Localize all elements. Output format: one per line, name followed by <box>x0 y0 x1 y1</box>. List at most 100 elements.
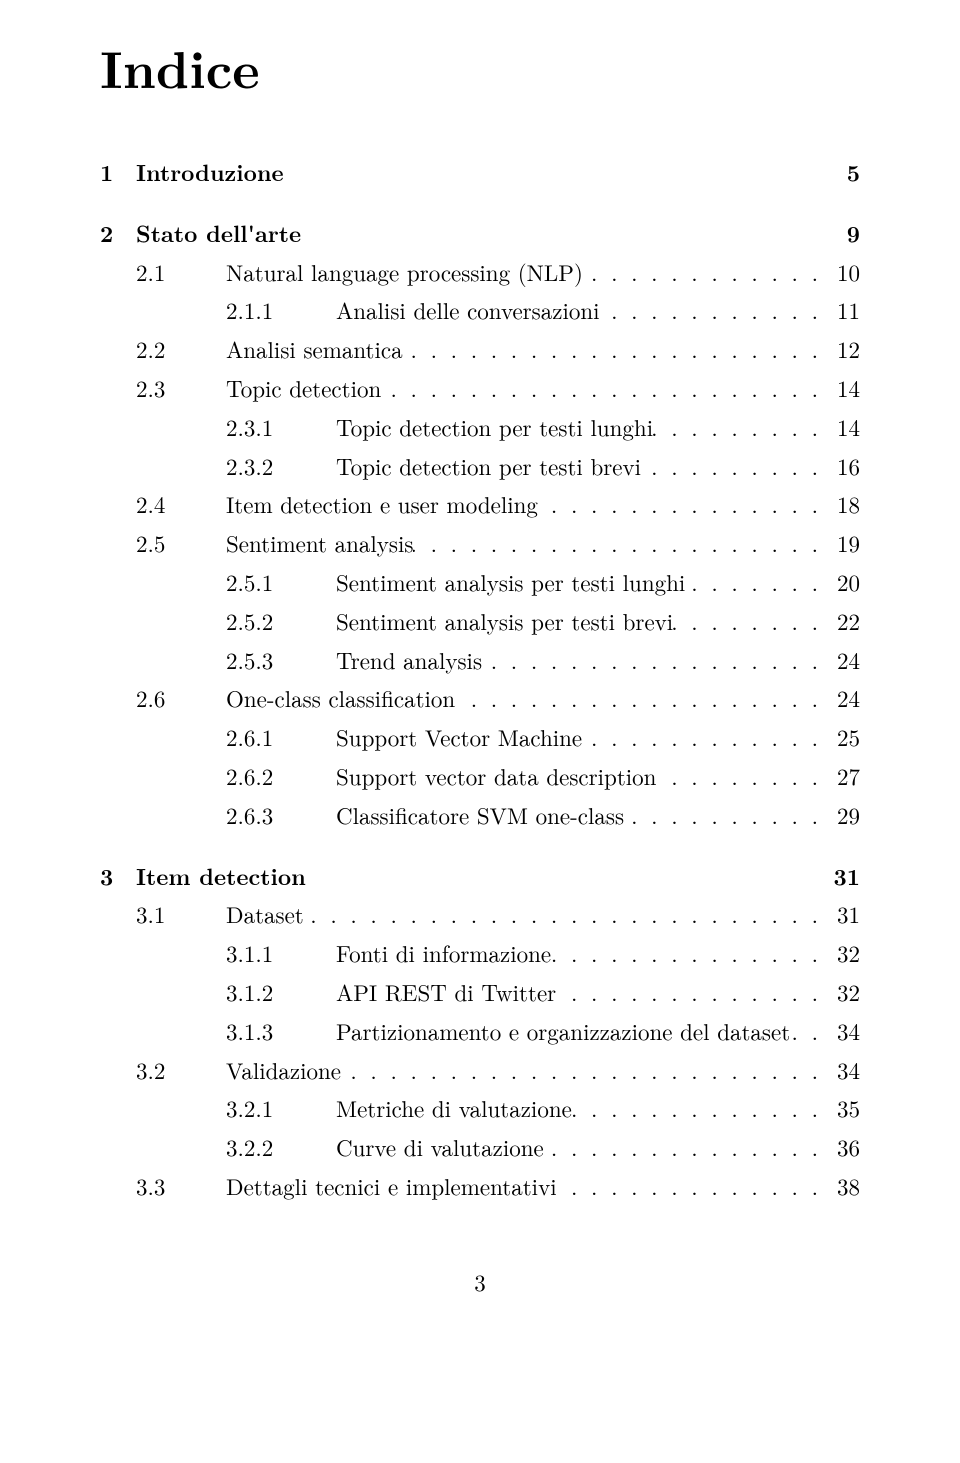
toc-entry: 2.6.1Support Vector Machine 25 <box>100 719 860 756</box>
toc-entry-page: 12 <box>822 331 860 368</box>
toc-entry: 3.2.1Metriche di valutazione 35 <box>100 1090 860 1127</box>
toc-entry-label: Analisi delle conversazioni <box>336 292 600 329</box>
toc-entry-page: 35 <box>822 1090 860 1127</box>
toc-leader-dots <box>455 680 822 717</box>
toc-entry: 2Stato dell'arte9 <box>100 215 860 252</box>
toc-entry: 2.4Item detection e user modeling18 <box>100 486 860 523</box>
toc-entry-number: 2.1 <box>136 254 226 291</box>
toc-entry-label: Sentiment analysis <box>226 525 413 562</box>
toc-entry-page: 14 <box>822 370 860 407</box>
toc-entry-page: 25 <box>822 719 860 756</box>
toc-entry-page: 24 <box>822 642 860 679</box>
toc-entry-label: Topic detection per testi lunghi <box>336 409 653 446</box>
toc-entry: 2.6.3Classificatore SVM one-class29 <box>100 797 860 834</box>
toc-entry-page: 36 <box>822 1129 860 1166</box>
toc-entry-label: One-class classification <box>226 680 455 717</box>
toc-entry-number: 3.1.2 <box>226 974 336 1011</box>
toc-leader-dots <box>556 974 822 1011</box>
toc-entry: 2.5.1Sentiment analysis per testi lunghi… <box>100 564 860 601</box>
toc-leader-dots <box>790 1013 822 1050</box>
toc-entry-page: 34 <box>822 1052 860 1089</box>
toc-entry-number: 2.3.1 <box>226 409 336 446</box>
toc-entry-number: 3.2.2 <box>226 1129 336 1166</box>
toc-entry-label: API REST di Twitter <box>336 974 556 1011</box>
toc-entry-number: 2.6.3 <box>226 797 336 834</box>
toc-entry-number: 2.5.2 <box>226 603 336 640</box>
toc-entry-label: Support Vector Machine <box>336 719 582 756</box>
toc-entry-page: 34 <box>822 1013 860 1050</box>
toc-entry-number: 3.1 <box>136 896 226 933</box>
toc-entry-number: 2.3 <box>136 370 226 407</box>
toc-entry-label: Fonti di informazione <box>336 935 551 972</box>
toc-entry-page: 38 <box>822 1168 860 1205</box>
toc-leader-dots <box>301 215 822 252</box>
toc-leader-dots <box>572 1090 822 1127</box>
toc-entry: 3.1.3Partizionamento e organizzazione de… <box>100 1013 860 1050</box>
toc-leader-dots <box>381 370 822 407</box>
page-title: Indice <box>100 30 860 104</box>
toc-entry-number: 3.3 <box>136 1168 226 1205</box>
toc-entry: 2.2Analisi semantica12 <box>100 331 860 368</box>
toc-entry: 3Item detection31 <box>100 858 860 895</box>
toc-entry-page: 31 <box>822 896 860 933</box>
toc-entry-page: 11 <box>822 292 860 329</box>
toc-entry-number: 2.6.1 <box>226 719 336 756</box>
toc-entry-page: 16 <box>822 448 860 485</box>
toc-entry-label: Dettagli tecnici e implementativi <box>226 1168 557 1205</box>
table-of-contents: 1Introduzione52Stato dell'arte92.1Natura… <box>100 154 860 1205</box>
toc-entry: 2.1Natural language processing (NLP) 10 <box>100 254 860 291</box>
toc-entry: 3.3Dettagli tecnici e implementativi 38 <box>100 1168 860 1205</box>
toc-entry-number: 3 <box>100 858 136 895</box>
toc-entry-page: 18 <box>822 486 860 523</box>
toc-entry-page: 9 <box>822 215 860 252</box>
toc-leader-dots <box>551 935 822 972</box>
toc-entry: 3.1.1Fonti di informazione32 <box>100 935 860 972</box>
toc-leader-dots <box>582 719 822 756</box>
toc-entry-number: 2.5.3 <box>226 642 336 679</box>
toc-leader-dots <box>656 758 822 795</box>
toc-entry-page: 32 <box>822 974 860 1011</box>
toc-entry-number: 2.6 <box>136 680 226 717</box>
toc-entry-label: Topic detection <box>226 370 381 407</box>
toc-entry: 2.6.2Support vector data description 27 <box>100 758 860 795</box>
toc-entry-page: 19 <box>822 525 860 562</box>
toc-entry-number: 3.2.1 <box>226 1090 336 1127</box>
toc-entry-label: Curve di valutazione <box>336 1129 544 1166</box>
toc-entry-label: Introduzione <box>136 154 284 191</box>
toc-leader-dots <box>341 1052 822 1089</box>
toc-entry-page: 10 <box>822 254 860 291</box>
toc-entry: 3.1.2API REST di Twitter 32 <box>100 974 860 1011</box>
toc-entry-label: Natural language processing (NLP) <box>226 254 583 291</box>
toc-leader-dots <box>544 1129 822 1166</box>
toc-entry-number: 1 <box>100 154 136 191</box>
toc-entry-label: Item detection e user modeling <box>226 486 538 523</box>
toc-entry: 2.5.3Trend analysis 24 <box>100 642 860 679</box>
toc-entry-number: 2.2 <box>136 331 226 368</box>
toc-entry-number: 3.2 <box>136 1052 226 1089</box>
toc-entry-page: 22 <box>822 603 860 640</box>
toc-leader-dots <box>538 486 822 523</box>
toc-entry: 3.2.2Curve di valutazione 36 <box>100 1129 860 1166</box>
toc-entry-label: Support vector data description <box>336 758 656 795</box>
toc-entry: 2.3.2Topic detection per testi brevi16 <box>100 448 860 485</box>
toc-leader-dots <box>673 603 822 640</box>
toc-entry-page: 24 <box>822 680 860 717</box>
toc-leader-dots <box>641 448 822 485</box>
toc-entry: 3.2Validazione34 <box>100 1052 860 1089</box>
toc-entry: 2.3.1Topic detection per testi lunghi14 <box>100 409 860 446</box>
toc-entry-label: Metriche di valutazione <box>336 1090 572 1127</box>
toc-leader-dots <box>284 154 822 191</box>
toc-leader-dots <box>304 896 822 933</box>
toc-entry-label: Item detection <box>136 858 306 895</box>
toc-entry-page: 20 <box>822 564 860 601</box>
toc-entry-number: 2.1.1 <box>226 292 336 329</box>
toc-entry-number: 2.6.2 <box>226 758 336 795</box>
toc-leader-dots <box>403 331 822 368</box>
toc-leader-dots <box>624 797 822 834</box>
toc-leader-dots <box>413 525 822 562</box>
toc-entry: 3.1Dataset31 <box>100 896 860 933</box>
toc-entry-label: Sentiment analysis per testi brevi <box>336 603 673 640</box>
toc-leader-dots <box>653 409 822 446</box>
toc-entry-page: 27 <box>822 758 860 795</box>
toc-entry-label: Trend analysis <box>336 642 482 679</box>
